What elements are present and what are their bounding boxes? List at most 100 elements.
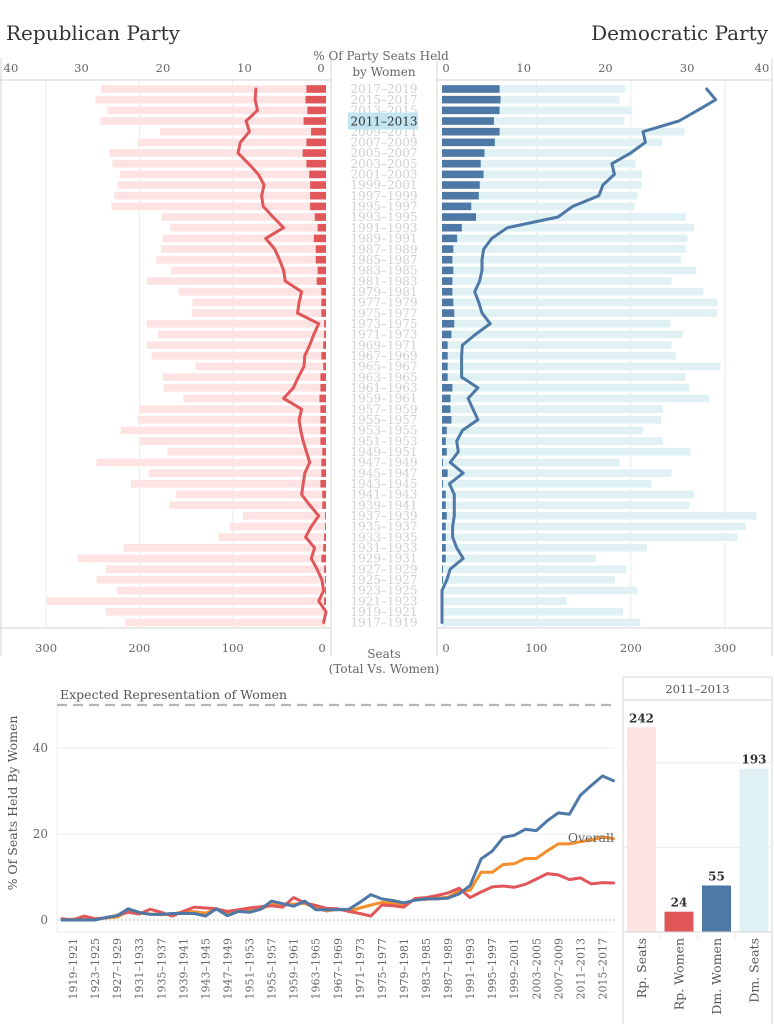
dem-seats-bar[interactable]	[739, 768, 769, 932]
rep-women-seats-bar[interactable]	[311, 127, 326, 136]
rep-total-seats-bar[interactable]	[95, 95, 326, 104]
rep-women-seats-bar[interactable]	[306, 138, 326, 147]
dem-total-seats-bar[interactable]	[442, 309, 717, 317]
rep-total-seats-bar[interactable]	[195, 362, 326, 371]
dem-total-seats-bar[interactable]	[442, 234, 688, 243]
dem-women-seats-bar[interactable]	[442, 223, 462, 232]
dem-women-seats-bar[interactable]	[442, 479, 443, 488]
rep-women-seats-bar[interactable]	[320, 437, 326, 445]
dem-women-seats-bar[interactable]	[442, 544, 446, 552]
rep-women-seats-bar[interactable]	[316, 277, 326, 285]
rep-women-seats-bar[interactable]	[313, 234, 326, 243]
term-label[interactable]: 1963–1965	[350, 370, 417, 384]
dem-women-seats-bar[interactable]	[442, 437, 446, 445]
term-label[interactable]: 1971–1973	[350, 328, 417, 342]
rep-total-seats-bar[interactable]	[123, 544, 326, 552]
dem-total-seats-bar[interactable]	[442, 106, 632, 115]
term-label[interactable]: 2017–2019	[350, 82, 417, 96]
rep-women-seats-bar[interactable]	[322, 447, 326, 456]
term-label[interactable]: 1965–1967	[350, 360, 417, 374]
term-label[interactable]: 2005–2007	[350, 146, 417, 160]
rep-total-seats-bar[interactable]	[192, 298, 326, 307]
rep-total-seats-bar[interactable]	[117, 586, 327, 595]
dem-total-seats-bar[interactable]	[442, 245, 686, 253]
rep-total-seats-bar[interactable]	[109, 149, 326, 157]
term-label[interactable]: 1925–1927	[350, 573, 417, 587]
rep-women-seats-bar[interactable]	[320, 479, 326, 488]
dem-women-seats-bar[interactable]	[442, 533, 446, 541]
dem-total-seats-bar[interactable]	[442, 319, 671, 328]
rep-total-seats-bar[interactable]	[96, 458, 327, 467]
rep-total-seats-bar[interactable]	[183, 394, 326, 403]
rep-women-seats-bar[interactable]	[320, 405, 326, 413]
dem-women-seats-bar[interactable]	[442, 159, 481, 168]
rep-total-seats-bar[interactable]	[161, 213, 326, 221]
rep-women-seats-bar[interactable]	[306, 159, 326, 168]
dem-women-seats-bar[interactable]	[442, 245, 454, 253]
rep-total-seats-bar[interactable]	[146, 277, 326, 285]
dem-total-seats-bar[interactable]	[442, 138, 662, 147]
rep-total-seats-bar[interactable]	[242, 512, 326, 520]
dem-total-seats-bar[interactable]	[442, 341, 672, 349]
rep-women-seats-bar[interactable]	[325, 576, 326, 584]
dem-total-seats-bar[interactable]	[442, 479, 652, 488]
dem-total-seats-bar[interactable]	[442, 533, 738, 541]
term-label[interactable]: 1935–1937	[350, 520, 417, 534]
dem-women-seats-bar[interactable]	[442, 298, 454, 307]
dem-women-seats-bar[interactable]	[442, 405, 451, 413]
rep-total-seats-bar[interactable]	[137, 138, 326, 147]
rep-women-seats-bar[interactable]	[321, 554, 326, 563]
rep-women-seats-bar[interactable]	[319, 394, 326, 403]
rep-women-seats-bar[interactable]	[321, 298, 326, 307]
term-label[interactable]: 1953–1955	[350, 424, 417, 438]
rep-women-seats-bar[interactable]	[306, 85, 326, 93]
rep-women-seats-bar[interactable]	[317, 223, 326, 232]
rep-total-seats-bar[interactable]	[175, 490, 326, 499]
term-label[interactable]: 1999–2001	[350, 178, 417, 192]
term-label[interactable]: 1961–1963	[350, 381, 417, 395]
dem-women-seats-bar[interactable]	[442, 85, 500, 93]
term-label[interactable]: 1923–1925	[350, 584, 417, 598]
rep-total-seats-bar[interactable]	[158, 330, 326, 339]
dem-total-seats-bar[interactable]	[442, 266, 696, 275]
rep-total-seats-bar[interactable]	[120, 426, 327, 435]
rep-women-seats-bar[interactable]	[322, 490, 326, 499]
dem-total-seats-bar[interactable]	[442, 512, 757, 520]
dem-total-seats-bar[interactable]	[442, 490, 695, 499]
rep-women-seats-bar[interactable]	[305, 95, 326, 104]
rep-women-seats-bar[interactable]	[321, 309, 326, 317]
rep-women-seats-bar[interactable]	[310, 191, 326, 200]
term-label[interactable]: 1939–1941	[350, 498, 417, 512]
rep-total-seats-bar[interactable]	[125, 618, 326, 627]
dem-total-seats-bar[interactable]	[442, 597, 567, 605]
dem-total-seats-bar[interactable]	[442, 85, 626, 93]
dem-total-seats-bar[interactable]	[442, 149, 633, 157]
term-label[interactable]: 1929–1931	[350, 552, 417, 566]
term-label[interactable]: 1951–1953	[350, 434, 417, 448]
dem-total-seats-bar[interactable]	[442, 213, 686, 221]
rep-total-seats-bar[interactable]	[162, 373, 326, 381]
rep-women-seats-bar[interactable]	[307, 106, 326, 115]
rep-total-seats-bar[interactable]	[148, 469, 326, 477]
rep-women-seats-bar[interactable]	[315, 245, 326, 253]
dem-total-seats-bar[interactable]	[442, 469, 672, 477]
rep-women-seats-bar[interactable]	[320, 426, 326, 435]
dem-women-seats-bar[interactable]	[442, 277, 453, 285]
rep-women-seats-bar[interactable]	[315, 255, 326, 264]
dem-women-seats-bar[interactable]	[442, 181, 480, 189]
rep-women-seats-bar[interactable]	[325, 586, 326, 595]
rep-total-seats-bar[interactable]	[100, 117, 327, 125]
rep-total-seats-bar[interactable]	[96, 576, 327, 584]
dem-total-seats-bar[interactable]	[442, 394, 710, 403]
rep-women-seats-bar[interactable]	[325, 522, 326, 531]
rep-total-seats-bar[interactable]	[107, 106, 326, 115]
term-label[interactable]: 1997–1999	[350, 189, 417, 203]
rep-women-seats-bar[interactable]	[310, 181, 326, 189]
term-label[interactable]: 1943–1945	[350, 477, 417, 491]
rep-total-seats-bar[interactable]	[140, 437, 326, 445]
term-label[interactable]: 1983–1985	[350, 264, 417, 278]
dem-women-seats-bar[interactable]	[442, 565, 443, 573]
rep-total-seats-bar[interactable]	[167, 447, 326, 456]
term-label[interactable]: 1967–1969	[350, 349, 417, 363]
dem-women-seats-bar[interactable]	[442, 458, 443, 467]
